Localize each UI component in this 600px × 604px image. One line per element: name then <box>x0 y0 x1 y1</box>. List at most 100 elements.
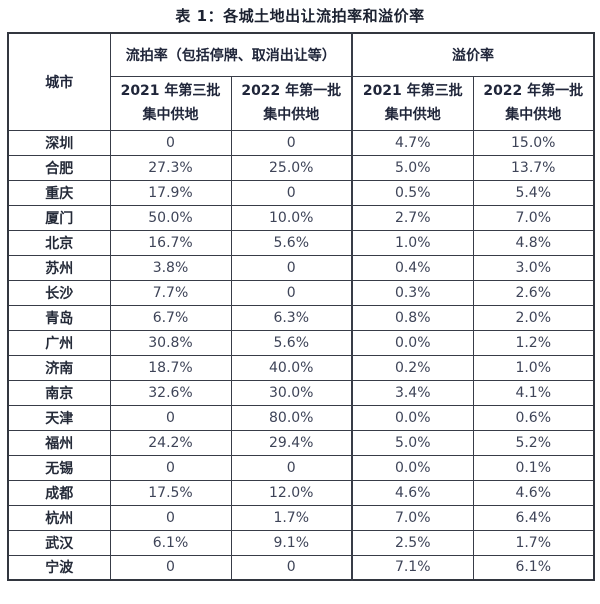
city-cell: 武汉 <box>7 529 111 556</box>
header-group-row: 城市 流拍率（包括停牌、取消出让等） 溢价率 <box>7 32 595 131</box>
value-cell: 32.6% <box>109 379 232 406</box>
table-body: 深圳 0 0 4.7% 15.0% 合肥 27.3% 25.0% 5.0% 13.7% 重庆 17.9… <box>7 129 595 581</box>
table-row: 宁波 0 0 7.1% 6.1% <box>7 554 595 581</box>
value-cell: 27.3% <box>109 154 232 181</box>
city-cell: 苏州 <box>7 254 111 281</box>
value-cell: 2.0% <box>472 304 595 331</box>
value-cell: 80.0% <box>230 404 353 431</box>
value-cell: 12.0% <box>230 479 353 506</box>
value-cell: 0.8% <box>351 304 474 331</box>
value-cell: 0.0% <box>351 329 474 356</box>
value-cell: 0.4% <box>351 254 474 281</box>
value-cell: 0.2% <box>351 354 474 381</box>
value-cell: 5.2% <box>472 429 595 456</box>
value-cell: 7.0% <box>351 504 474 531</box>
value-cell: 0 <box>109 404 232 431</box>
table-row: 无锡 0 0 0.0% 0.1% <box>7 454 595 481</box>
value-cell: 1.0% <box>472 354 595 381</box>
table-row: 长沙 7.7% 0 0.3% 2.6% <box>7 279 595 306</box>
table-row: 武汉 6.1% 9.1% 2.5% 1.7% <box>7 529 595 556</box>
table-row: 广州 30.8% 5.6% 0.0% 1.2% <box>7 329 595 356</box>
value-cell: 4.1% <box>472 379 595 406</box>
value-cell: 17.9% <box>109 179 232 206</box>
col-header-failure-2022-batch1: 2022 年第一批 集中供地 <box>230 75 353 131</box>
value-cell: 10.0% <box>230 204 353 231</box>
value-cell: 2.6% <box>472 279 595 306</box>
value-cell: 30.8% <box>109 329 232 356</box>
table-row: 青岛 6.7% 6.3% 0.8% 2.0% <box>7 304 595 331</box>
value-cell: 1.0% <box>351 229 474 256</box>
value-cell: 24.2% <box>109 429 232 456</box>
value-cell: 2.7% <box>351 204 474 231</box>
value-cell: 5.0% <box>351 154 474 181</box>
city-cell: 无锡 <box>7 454 111 481</box>
value-cell: 0 <box>109 504 232 531</box>
value-cell: 5.4% <box>472 179 595 206</box>
value-cell: 6.4% <box>472 504 595 531</box>
value-cell: 0 <box>230 179 353 206</box>
value-cell: 0 <box>109 554 232 581</box>
value-cell: 7.1% <box>351 554 474 581</box>
city-cell: 济南 <box>7 354 111 381</box>
table-row: 深圳 0 0 4.7% 15.0% <box>7 129 595 156</box>
value-cell: 5.6% <box>230 229 353 256</box>
value-cell: 1.7% <box>472 529 595 556</box>
value-cell: 1.7% <box>230 504 353 531</box>
value-cell: 3.4% <box>351 379 474 406</box>
city-cell: 北京 <box>7 229 111 256</box>
value-cell: 4.7% <box>351 129 474 156</box>
table-row: 天津 0 80.0% 0.0% 0.6% <box>7 404 595 431</box>
table-row: 厦门 50.0% 10.0% 2.7% 7.0% <box>7 204 595 231</box>
value-cell: 4.6% <box>351 479 474 506</box>
value-cell: 15.0% <box>472 129 595 156</box>
header-sub-row: 2021 年第三批 集中供地 2022 年第一批 集中供地 2021 年第三批 … <box>8 75 595 131</box>
value-cell: 0.3% <box>351 279 474 306</box>
table-row: 杭州 0 1.7% 7.0% 6.4% <box>7 504 595 531</box>
city-cell: 青岛 <box>7 304 111 331</box>
value-cell: 30.0% <box>230 379 353 406</box>
col-group-failure-rate: 流拍率（包括停牌、取消出让等） <box>109 32 353 77</box>
col-group-premium-rate: 溢价率 <box>351 32 595 77</box>
value-cell: 0 <box>230 454 353 481</box>
value-cell: 0 <box>230 554 353 581</box>
value-cell: 29.4% <box>230 429 353 456</box>
value-cell: 5.6% <box>230 329 353 356</box>
value-cell: 17.5% <box>109 479 232 506</box>
value-cell: 25.0% <box>230 154 353 181</box>
value-cell: 6.1% <box>472 554 595 581</box>
table-row: 重庆 17.9% 0 0.5% 5.4% <box>7 179 595 206</box>
city-cell: 天津 <box>7 404 111 431</box>
value-cell: 4.8% <box>472 229 595 256</box>
value-cell: 50.0% <box>109 204 232 231</box>
value-cell: 0 <box>230 129 353 156</box>
value-cell: 0.5% <box>351 179 474 206</box>
value-cell: 0 <box>230 279 353 306</box>
value-cell: 0.0% <box>351 454 474 481</box>
value-cell: 6.1% <box>109 529 232 556</box>
value-cell: 1.2% <box>472 329 595 356</box>
value-cell: 0 <box>230 254 353 281</box>
value-cell: 0.6% <box>472 404 595 431</box>
col-header-failure-2021-batch3: 2021 年第三批 集中供地 <box>109 75 232 131</box>
value-cell: 40.0% <box>230 354 353 381</box>
value-cell: 6.3% <box>230 304 353 331</box>
value-cell: 3.0% <box>472 254 595 281</box>
value-cell: 0 <box>109 129 232 156</box>
city-cell: 合肥 <box>7 154 111 181</box>
city-cell: 成都 <box>7 479 111 506</box>
city-cell: 长沙 <box>7 279 111 306</box>
city-cell: 广州 <box>7 329 111 356</box>
table-row: 南京 32.6% 30.0% 3.4% 4.1% <box>7 379 595 406</box>
value-cell: 2.5% <box>351 529 474 556</box>
value-cell: 18.7% <box>109 354 232 381</box>
city-cell: 宁波 <box>7 554 111 581</box>
city-cell: 重庆 <box>7 179 111 206</box>
value-cell: 4.6% <box>472 479 595 506</box>
table-row: 成都 17.5% 12.0% 4.6% 4.6% <box>7 479 595 506</box>
city-cell: 厦门 <box>7 204 111 231</box>
value-cell: 7.7% <box>109 279 232 306</box>
table-row: 济南 18.7% 40.0% 0.2% 1.0% <box>7 354 595 381</box>
col-header-premium-2021-batch3: 2021 年第三批 集中供地 <box>351 75 474 131</box>
col-header-city: 城市 <box>7 32 111 131</box>
table-row: 北京 16.7% 5.6% 1.0% 4.8% <box>7 229 595 256</box>
